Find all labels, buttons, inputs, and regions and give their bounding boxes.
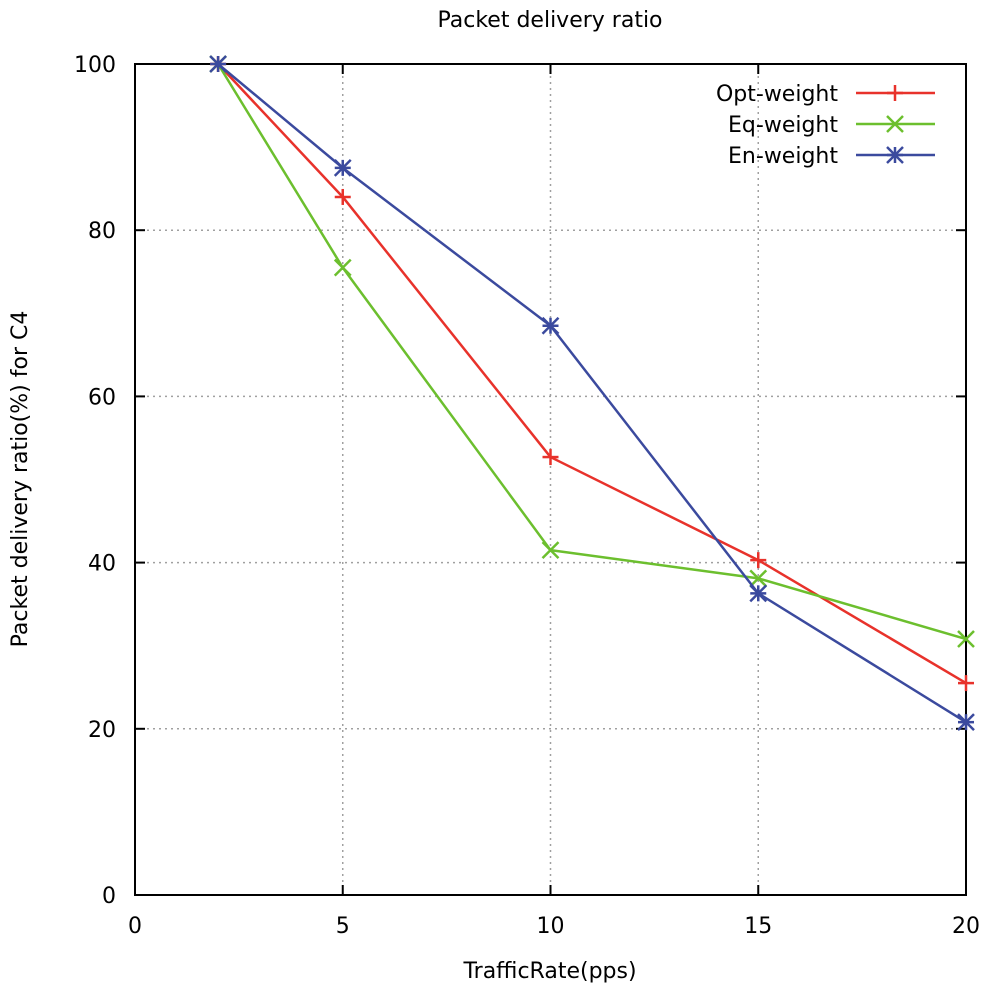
x-tick-label: 0 xyxy=(128,914,142,939)
y-axis-label: Packet delivery ratio(%) for C4 xyxy=(8,311,33,648)
y-tick-label: 20 xyxy=(88,718,116,743)
y-tick-label: 60 xyxy=(88,385,116,410)
axis-ticks: 0 5 10 15 20 0 20 40 60 80 100 xyxy=(74,53,980,939)
legend-marker xyxy=(886,146,904,164)
x-tick-label: 5 xyxy=(336,914,350,939)
series-line-eq-weight xyxy=(217,63,967,641)
grid xyxy=(135,64,966,895)
legend: Opt-weight Eq-weight En-weight xyxy=(716,82,935,169)
data-point-en-weight xyxy=(209,55,227,73)
data-point-eq-weight xyxy=(749,569,768,588)
legend-label: En-weight xyxy=(728,144,838,169)
x-tick-label: 10 xyxy=(537,914,565,939)
x-tick-label: 15 xyxy=(744,914,772,939)
data-point-en-weight xyxy=(749,584,768,603)
data-point-eq-weight xyxy=(957,630,975,648)
series-line-en-weight xyxy=(217,63,967,724)
y-tick-label: 0 xyxy=(102,884,116,909)
data-point-en-weight xyxy=(333,158,352,177)
data-point-en-weight xyxy=(541,316,560,335)
legend-marker xyxy=(886,115,904,133)
chart-title: Packet delivery ratio xyxy=(437,8,662,33)
legend-marker xyxy=(887,85,903,101)
x-tick-label: 20 xyxy=(952,914,980,939)
y-tick-label: 80 xyxy=(88,219,116,244)
series xyxy=(209,55,975,732)
data-point-eq-weight xyxy=(333,258,352,277)
x-axis-label: TrafficRate(pps) xyxy=(462,959,636,984)
data-point-eq-weight xyxy=(541,541,560,560)
data-point-en-weight xyxy=(957,713,975,732)
y-tick-label: 40 xyxy=(88,552,116,577)
y-tick-label: 100 xyxy=(74,53,116,78)
legend-label: Opt-weight xyxy=(716,82,838,107)
legend-label: Eq-weight xyxy=(728,113,838,138)
data-point-opt-weight xyxy=(958,675,974,692)
data-point-opt-weight xyxy=(542,449,559,466)
data-point-opt-weight xyxy=(750,552,767,569)
data-point-opt-weight xyxy=(334,188,351,205)
